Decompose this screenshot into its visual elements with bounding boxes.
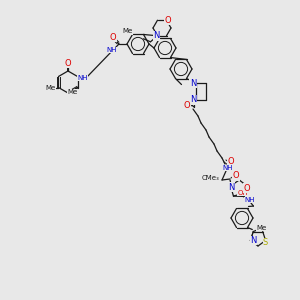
Text: NH: NH: [244, 197, 255, 203]
Text: O: O: [228, 158, 234, 166]
Text: Me: Me: [122, 28, 133, 34]
Text: N: N: [228, 182, 234, 191]
Text: Me: Me: [256, 224, 266, 230]
Text: N: N: [250, 236, 256, 245]
Text: NH: NH: [77, 74, 88, 80]
Text: O: O: [65, 58, 71, 68]
Text: O: O: [243, 184, 250, 193]
Text: NH: NH: [107, 47, 117, 53]
Text: O: O: [233, 172, 239, 181]
Text: Me: Me: [45, 85, 56, 91]
Text: OH: OH: [237, 190, 248, 196]
Text: O: O: [184, 100, 190, 109]
Text: Me: Me: [68, 89, 78, 95]
Text: NH: NH: [223, 165, 233, 171]
Text: S: S: [263, 238, 268, 247]
Text: N: N: [153, 31, 160, 40]
Text: N: N: [190, 79, 196, 88]
Text: O: O: [110, 32, 116, 41]
Text: N: N: [190, 95, 196, 104]
Text: CMe₃: CMe₃: [201, 175, 219, 181]
Text: O: O: [164, 16, 171, 25]
